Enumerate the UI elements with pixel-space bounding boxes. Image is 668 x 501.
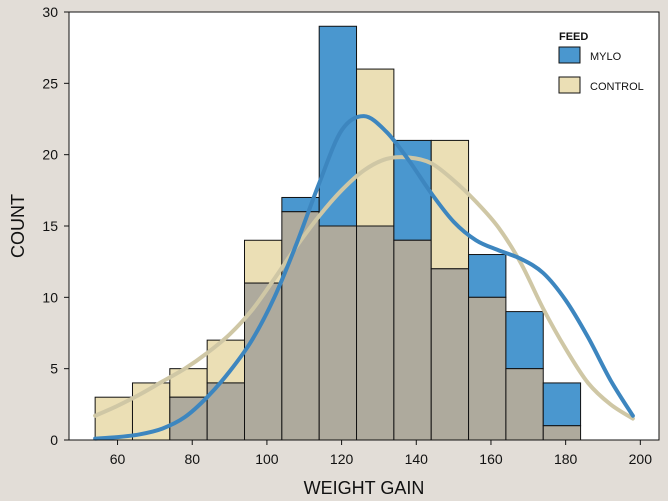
y-axis-ticks: 0 5 10 15 20 25 30 (42, 4, 69, 448)
x-tick-label-100: 100 (255, 451, 279, 467)
bar-control-bin-7 (356, 68, 395, 227)
bar-overlap-bin-6 (318, 225, 358, 441)
bar-overlap-bin-7 (356, 225, 395, 441)
y-tick-label-15: 15 (42, 218, 58, 234)
x-tick-label-120: 120 (330, 451, 354, 467)
x-tick-label-60: 60 (110, 451, 126, 467)
bar-mylo-bin-11 (505, 311, 544, 370)
bar-overlap-bin-12 (542, 425, 582, 441)
x-tick-label-180: 180 (554, 451, 578, 467)
y-tick-label-20: 20 (42, 147, 58, 163)
bar-overlap-bin-10 (468, 296, 507, 441)
bar-overlap-bin-8 (393, 239, 432, 441)
legend-title: FEED (559, 31, 588, 43)
bar-overlap-bin-5 (281, 211, 320, 441)
y-tick-label-30: 30 (42, 4, 58, 20)
bar-control-bin-0 (94, 396, 133, 441)
x-axis-ticks: 60 80 100 120 140 160 180 200 (110, 440, 652, 467)
y-axis-label: COUNT (8, 194, 28, 258)
bar-overlap-bin-4 (244, 282, 283, 441)
bar-mylo-bin-12 (542, 382, 582, 427)
kde-line-control (93, 155, 635, 421)
legend-label-mylo: MYLO (590, 51, 622, 63)
x-tick-label-160: 160 (479, 451, 503, 467)
y-tick-label-25: 25 (42, 75, 58, 91)
y-tick-label-5: 5 (50, 361, 58, 377)
y-tick-label-0: 0 (50, 432, 58, 448)
legend-item-control: CONTROL (558, 76, 644, 94)
bar-overlap-bin-9 (430, 268, 470, 441)
bar-control-bin-9 (430, 139, 470, 270)
legend: FEED MYLO CONTROL (558, 31, 644, 94)
kde-line-mylo (93, 114, 635, 441)
y-tick-label-10: 10 (42, 289, 58, 305)
x-tick-label-140: 140 (405, 451, 429, 467)
x-tick-label-200: 200 (629, 451, 653, 467)
x-axis-label: WEIGHT GAIN (304, 478, 425, 498)
bar-overlap-bin-11 (505, 368, 544, 441)
histogram-bars (94, 25, 582, 441)
legend-label-control: CONTROL (590, 81, 644, 93)
legend-swatch-control (558, 76, 581, 94)
legend-swatch-mylo (558, 46, 581, 64)
legend-item-mylo: MYLO (558, 46, 622, 64)
bar-mylo-bin-10 (468, 254, 507, 298)
kde-lines (93, 114, 635, 441)
x-tick-label-80: 80 (184, 451, 200, 467)
